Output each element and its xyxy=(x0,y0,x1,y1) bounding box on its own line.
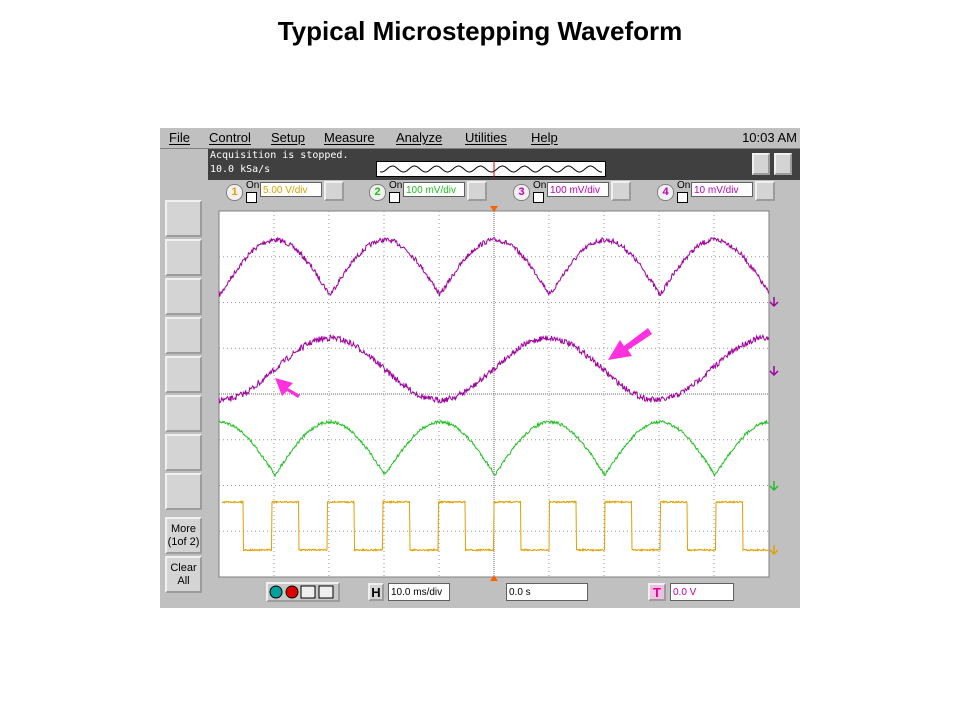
trigger-level[interactable]: 0.0 V xyxy=(670,583,734,601)
measure-button[interactable] xyxy=(165,395,202,432)
channel-on-label: On xyxy=(533,180,547,191)
trigger-marker xyxy=(490,206,498,212)
side-button-label: (1of 2) xyxy=(167,536,200,548)
channel-checkbox[interactable] xyxy=(246,192,257,203)
menu-item[interactable]: File xyxy=(169,130,190,145)
slide-title: Typical Microstepping Waveform xyxy=(277,16,683,46)
menu-item[interactable]: Analyze xyxy=(396,130,443,145)
measure-button[interactable] xyxy=(165,239,202,276)
channel-number[interactable]: 2 xyxy=(369,184,386,201)
channel-number[interactable]: 3 xyxy=(513,184,530,201)
measure-button[interactable] xyxy=(165,434,202,471)
menu-item[interactable]: Control xyxy=(209,130,251,145)
menu-bar xyxy=(160,128,800,149)
channel-on-label: On xyxy=(389,180,403,191)
menu-item[interactable]: Measure xyxy=(324,130,375,145)
timebase-scale[interactable]: 10.0 ms/div xyxy=(388,583,450,601)
acquire-buttons[interactable] xyxy=(266,582,340,602)
channel-number[interactable]: 4 xyxy=(657,184,674,201)
mouse-mode-button[interactable] xyxy=(774,153,792,175)
channel-checkbox[interactable] xyxy=(389,192,400,203)
measure-button[interactable] xyxy=(165,200,202,237)
side-button[interactable]: More (1of 2) xyxy=(165,517,202,554)
channel-adjust[interactable] xyxy=(467,181,487,201)
measure-button[interactable] xyxy=(165,278,202,315)
status-line: 10.0 kSa/s xyxy=(210,164,271,175)
channel-marker xyxy=(769,366,779,377)
timebase-position[interactable]: 0.0 s xyxy=(506,583,588,601)
side-button-label: Clear xyxy=(170,562,197,574)
channel-checkbox[interactable] xyxy=(677,192,688,203)
trigger-marker xyxy=(490,575,498,581)
waveform xyxy=(221,499,770,553)
scope-window: 10:03 AM Acquisition is stopped. 10.0 kS… xyxy=(160,128,800,608)
menu-item[interactable]: Utilities xyxy=(465,130,507,145)
channel-marker xyxy=(769,545,779,556)
measure-button[interactable] xyxy=(165,473,202,510)
clock: 10:03 AM xyxy=(742,130,797,145)
menu-item[interactable]: Setup xyxy=(271,130,305,145)
channel-number[interactable]: 1 xyxy=(226,184,243,201)
record-overview xyxy=(376,161,606,177)
status-line: Acquisition is stopped. xyxy=(210,150,349,161)
menu-item[interactable]: Help xyxy=(531,130,558,145)
trigger-label: T xyxy=(648,583,666,601)
channel-scale[interactable]: 100 mV/div xyxy=(403,182,465,197)
channel-marker xyxy=(769,481,779,492)
channel-on-label: On xyxy=(246,180,260,191)
side-button-label: All xyxy=(177,575,190,587)
channel-marker xyxy=(769,297,779,308)
channel-adjust[interactable] xyxy=(755,181,775,201)
run-mode-button[interactable] xyxy=(752,153,770,175)
horizontal-label: H xyxy=(368,583,384,601)
channel-on-label: On xyxy=(677,180,691,191)
channel-adjust[interactable] xyxy=(611,181,631,201)
channel-scale[interactable]: 5.00 V/div xyxy=(260,182,322,197)
side-button[interactable]: Clear All xyxy=(165,556,202,593)
waveform xyxy=(218,236,769,297)
channel-scale[interactable]: 10 mV/div xyxy=(691,182,753,197)
side-button-label: More xyxy=(170,523,197,535)
channel-adjust[interactable] xyxy=(324,181,344,201)
channel-scale[interactable]: 100 mV/div xyxy=(547,182,609,197)
channel-checkbox[interactable] xyxy=(533,192,544,203)
waveform xyxy=(218,418,769,478)
measure-button[interactable] xyxy=(165,317,202,354)
waveform xyxy=(218,333,769,404)
measure-button[interactable] xyxy=(165,356,202,393)
display xyxy=(208,206,800,581)
